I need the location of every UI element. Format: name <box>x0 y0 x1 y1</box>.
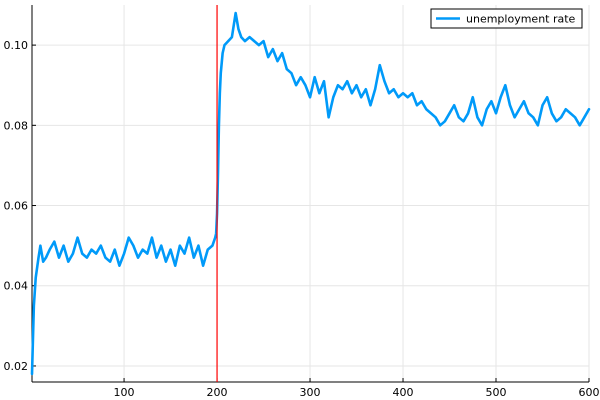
x-tick-label: 400 <box>393 386 414 399</box>
series-line-unemployment-rate <box>30 11 591 376</box>
legend-box <box>430 8 583 29</box>
y-tick-label: 0.04 <box>4 280 29 293</box>
legend: unemployment rate <box>430 8 583 29</box>
legend-label: unemployment rate <box>466 13 576 26</box>
x-tick-label: 200 <box>207 386 228 399</box>
y-tick-label: 0.02 <box>4 360 29 373</box>
tick-labels: 100 200 300 400 500 600 0.02 0.04 0.06 0.08 0.10 <box>4 39 600 399</box>
axes <box>31 5 590 383</box>
x-tick-label: 500 <box>486 386 507 399</box>
x-tick-label: 600 <box>579 386 600 399</box>
y-tick-label: 0.08 <box>4 119 29 132</box>
y-tick-label: 0.10 <box>4 39 29 52</box>
x-tick-label: 300 <box>300 386 321 399</box>
x-tick-label: 100 <box>114 386 135 399</box>
y-tick-label: 0.06 <box>4 200 29 213</box>
plot-area <box>30 5 591 382</box>
